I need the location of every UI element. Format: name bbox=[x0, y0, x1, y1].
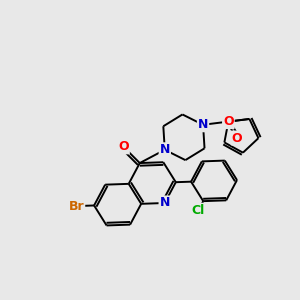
Text: Br: Br bbox=[69, 200, 84, 213]
Text: O: O bbox=[223, 115, 234, 128]
Text: N: N bbox=[160, 196, 170, 209]
Text: N: N bbox=[198, 118, 208, 131]
Text: N: N bbox=[160, 143, 170, 156]
Text: O: O bbox=[232, 131, 242, 145]
Text: Cl: Cl bbox=[192, 204, 205, 217]
Text: O: O bbox=[118, 140, 129, 153]
